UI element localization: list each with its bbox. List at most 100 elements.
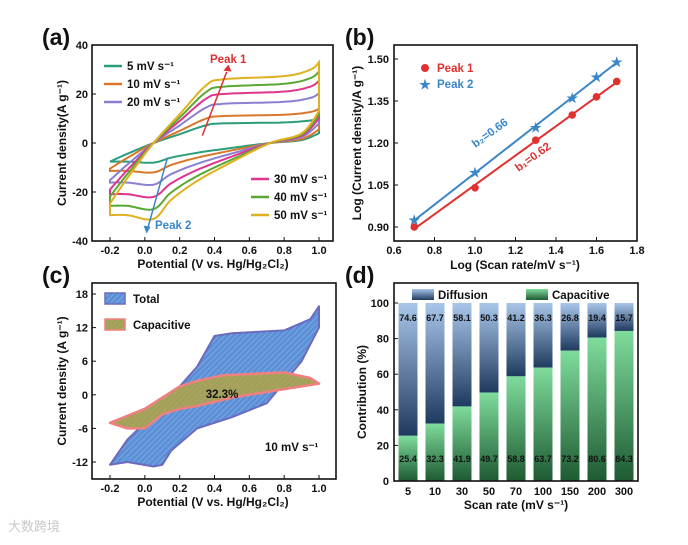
x-tick-label: -0.2 — [101, 245, 120, 257]
fit-line-0 — [413, 81, 618, 230]
legend-label: 40 mV s⁻¹ — [274, 192, 328, 204]
x-tick-label: 5 — [405, 486, 411, 498]
cv-curve-4 — [109, 68, 320, 211]
data-point-peak2: ★ — [591, 70, 603, 85]
x-tick-label: 0.8 — [277, 245, 292, 257]
bar-diffusion — [425, 303, 445, 424]
legend-marker-peak2: ★ — [419, 77, 431, 92]
x-tick-label: 200 — [588, 486, 606, 498]
x-axis-label: Scan rate (mV s⁻¹) — [464, 498, 568, 512]
bar-diffusion — [560, 303, 580, 351]
cv-curve-5 — [109, 59, 320, 221]
x-tick-label: 1.0 — [311, 483, 326, 495]
x-tick-label: 1.4 — [548, 245, 564, 257]
data-label-diffusion: 50.3 — [480, 313, 498, 323]
data-point-peak2: ★ — [408, 213, 420, 228]
y-tick-label: 1.20 — [368, 138, 389, 150]
x-tick-label: 0.6 — [242, 483, 257, 495]
legend-label: 10 mV s⁻¹ — [127, 79, 181, 91]
panel-label-a: (a) — [42, 24, 70, 50]
legend-label: Diffusion — [438, 290, 488, 302]
x-tick-label: 0.6 — [386, 245, 401, 257]
data-label-capacitive: 80.6 — [588, 454, 606, 464]
legend-swatch-diffusion — [412, 289, 434, 300]
data-point-peak2: ★ — [469, 165, 481, 180]
data-point-peak1 — [471, 184, 479, 192]
cv-curve-3 — [109, 78, 320, 199]
y-tick-label: -40 — [72, 236, 88, 248]
x-tick-label: 70 — [510, 486, 522, 498]
y-tick-label: 80 — [377, 334, 389, 346]
legend-swatch-total — [104, 292, 126, 305]
data-label-diffusion: 15.7 — [615, 313, 633, 323]
capacitive-area — [108, 371, 321, 430]
y-tick-label: -12 — [72, 457, 88, 469]
legend-swatch-capacitive — [526, 289, 548, 300]
data-label-capacitive: 84.3 — [615, 454, 633, 464]
bar-capacitive — [479, 392, 499, 481]
x-tick-label: 1.6 — [589, 245, 604, 257]
y-axis-label: Contribution (%) — [355, 345, 369, 439]
data-point-peak1 — [612, 77, 621, 86]
x-axis-label: Potential (V vs. Hg/Hg₂Cl₂) — [137, 495, 288, 509]
bar-capacitive — [560, 350, 580, 481]
legend-label: 50 mV s⁻¹ — [274, 210, 328, 222]
panel-label-b: (b) — [345, 24, 374, 50]
bar-capacitive — [614, 330, 634, 481]
data-label-capacitive: 73.2 — [561, 454, 579, 464]
y-axis-label: Current density(A g⁻¹) — [55, 80, 69, 206]
y-tick-label: 60 — [377, 369, 389, 381]
data-point-peak2: ★ — [611, 54, 623, 69]
panel-label-c: (c) — [42, 262, 70, 288]
data-label-capacitive: 41.9 — [453, 454, 471, 464]
legend-label: 30 mV s⁻¹ — [274, 174, 328, 186]
bar-diffusion — [506, 303, 526, 377]
bar-diffusion — [533, 303, 553, 368]
y-tick-label: 100 — [371, 298, 389, 310]
data-label-capacitive: 25.4 — [399, 454, 417, 464]
y-tick-label: 1.50 — [368, 54, 389, 66]
legend-label: Peak 2 — [437, 79, 473, 91]
y-tick-label: 6 — [82, 356, 88, 368]
x-tick-label: 0.6 — [242, 245, 257, 257]
peak2-label: Peak 2 — [155, 220, 191, 232]
bar-capacitive — [533, 367, 553, 481]
bar-diffusion — [587, 303, 607, 338]
data-label-diffusion: 74.6 — [399, 313, 417, 323]
legend-label: Total — [133, 294, 160, 306]
x-tick-label: 0.0 — [137, 483, 152, 495]
y-tick-label: 40 — [377, 405, 389, 417]
y-tick-label: 0 — [82, 138, 88, 150]
y-tick-label: 12 — [76, 323, 88, 335]
x-tick-label: 1.0 — [311, 245, 326, 257]
y-tick-label: 40 — [76, 40, 88, 52]
y-tick-label: 20 — [76, 89, 88, 101]
legend-label: Capacitive — [133, 320, 191, 332]
data-point-peak1 — [568, 111, 576, 119]
data-point-peak2: ★ — [566, 91, 578, 106]
x-tick-label: 0.4 — [207, 483, 223, 495]
x-tick-label: 1.2 — [508, 245, 523, 257]
bar-diffusion — [614, 303, 634, 331]
x-tick-label: -0.2 — [101, 483, 120, 495]
fit-line-1 — [413, 61, 618, 222]
capacitive-percentage: 32.3% — [206, 389, 239, 401]
peak1-arrow — [201, 71, 228, 136]
y-tick-label: 1.05 — [368, 180, 389, 192]
y-axis-label: Log (Current density/A g⁻¹) — [350, 66, 364, 221]
y-axis-label: Current density (A g⁻¹) — [55, 316, 69, 445]
y-tick-label: 18 — [76, 289, 88, 301]
bar-diffusion — [479, 303, 499, 393]
legend-label: 5 mV s⁻¹ — [127, 61, 174, 73]
data-label-capacitive: 63.7 — [534, 454, 552, 464]
peak1-arrowhead — [223, 64, 232, 72]
x-tick-label: 150 — [561, 486, 579, 498]
data-label-diffusion: 58.1 — [453, 313, 471, 323]
peak2-arrow — [147, 157, 169, 227]
bar-capacitive — [587, 337, 607, 481]
data-point-peak1 — [531, 136, 540, 144]
bar-capacitive — [398, 435, 418, 481]
peak1-label: Peak 1 — [210, 54, 247, 66]
bar-capacitive — [425, 423, 445, 481]
